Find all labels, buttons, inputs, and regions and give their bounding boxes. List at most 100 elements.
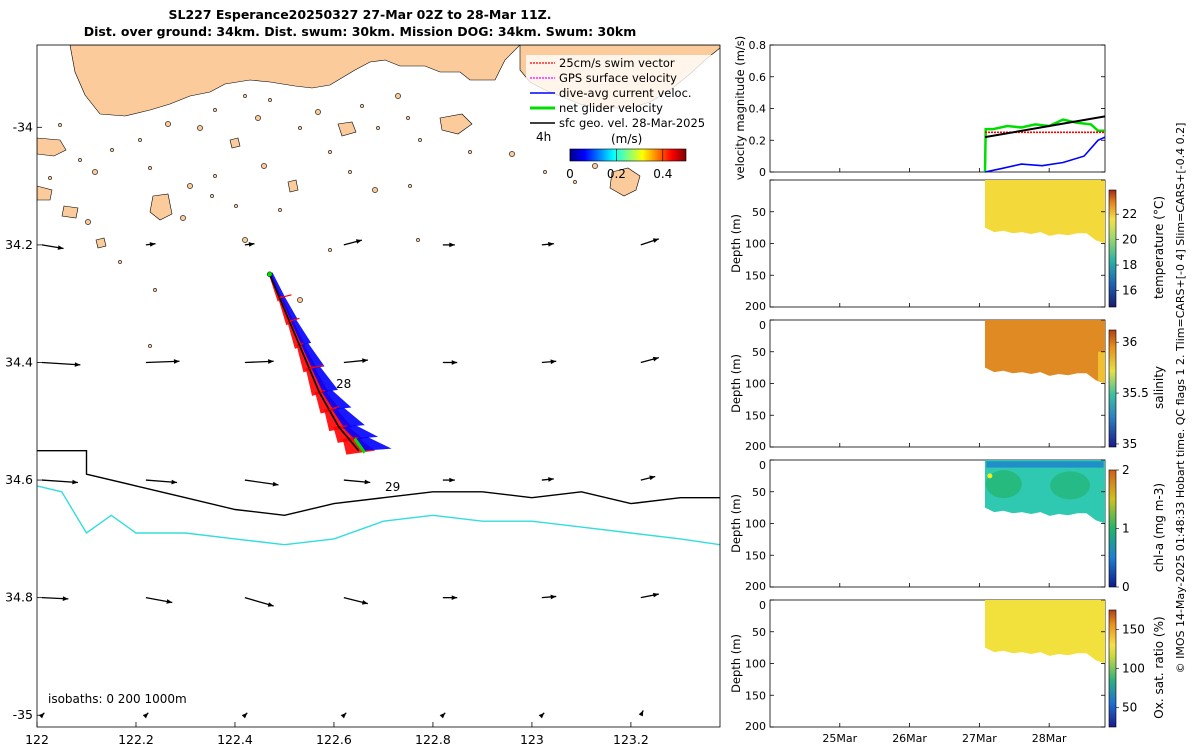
islet bbox=[372, 187, 378, 193]
islet bbox=[165, 121, 171, 127]
surface-vector-arrow bbox=[343, 358, 368, 364]
chl-max-point bbox=[987, 473, 993, 479]
islet bbox=[360, 104, 364, 108]
islet bbox=[242, 237, 248, 243]
map-colorbar-tick-label: 0.4 bbox=[653, 167, 672, 181]
section-data-fill bbox=[984, 600, 1105, 664]
track-line bbox=[268, 273, 360, 452]
surface-vector-arrow bbox=[442, 242, 455, 248]
velocity-ticks: 0 0.2 0.4 0.6 0.8 bbox=[749, 39, 1105, 179]
islets bbox=[48, 93, 598, 348]
islet bbox=[592, 163, 598, 169]
islet bbox=[148, 166, 152, 170]
section-colorbar-tick-label: 0 bbox=[1122, 580, 1130, 594]
section-ytick-label: 100 bbox=[745, 238, 766, 251]
velocity-ytick-label: 0 bbox=[759, 166, 766, 179]
section-colorbar bbox=[1108, 329, 1117, 448]
map-colorbar-tick-label: 0 bbox=[566, 167, 574, 181]
section-xtick-label: 28Mar bbox=[1032, 732, 1067, 745]
islet bbox=[153, 288, 157, 292]
island-mid-e bbox=[229, 137, 241, 149]
island-mid-d bbox=[287, 179, 299, 193]
surface-vector-arrow bbox=[41, 479, 78, 485]
current-vector-band bbox=[270, 272, 285, 298]
surface-vector-arrow bbox=[145, 479, 178, 485]
islet bbox=[118, 260, 122, 264]
map-xtick-label: 122.8 bbox=[415, 732, 451, 747]
section-ytick-label: 50 bbox=[752, 206, 766, 219]
section-colorbar bbox=[1108, 609, 1117, 728]
legend-background bbox=[526, 55, 716, 139]
section-colorbar-label: Ox. sat. ratio (%) bbox=[1152, 616, 1166, 718]
islet bbox=[78, 158, 82, 162]
surface-vector-arrow bbox=[142, 712, 149, 719]
surface-vector-arrow bbox=[41, 361, 81, 367]
island-south bbox=[609, 167, 641, 197]
coastline-land bbox=[69, 45, 521, 117]
velocity-series-line bbox=[984, 136, 1106, 173]
surface-vector-arrow bbox=[541, 477, 554, 482]
islet bbox=[297, 297, 303, 303]
islet bbox=[213, 174, 217, 178]
islet bbox=[328, 248, 332, 252]
section-xtick-label: 27Mar bbox=[962, 732, 997, 745]
islet bbox=[408, 184, 412, 188]
legend-entry-gps: GPS surface velocity bbox=[530, 71, 677, 85]
islet bbox=[315, 109, 321, 115]
surface-vector-arrow bbox=[442, 477, 455, 483]
legend-entry-current: dive-avg current veloc. bbox=[530, 86, 692, 100]
section-colorbar-tick-label: 22 bbox=[1122, 207, 1137, 221]
section-ytick-label: 50 bbox=[752, 626, 766, 639]
swim-vector-tick bbox=[289, 317, 300, 322]
section-colorbar-tick-label: 35 bbox=[1122, 437, 1137, 451]
islet bbox=[255, 115, 261, 121]
islet bbox=[348, 170, 352, 174]
legend-time-label: 4h bbox=[536, 130, 551, 144]
map-colorbar-ticks: 0 0.2 0.4 bbox=[566, 149, 672, 181]
swim-vector-tick bbox=[309, 364, 324, 369]
current-vector-band bbox=[332, 407, 365, 428]
islet bbox=[468, 150, 472, 154]
section-panel-temperature: 50 100 150 200 Depth (m) 16 18 20 22 temperature … bbox=[729, 179, 1166, 313]
map-ytick-label: 34.4 bbox=[5, 354, 33, 369]
islet bbox=[197, 125, 203, 131]
surface-vector-arrow bbox=[640, 356, 659, 364]
islet bbox=[376, 126, 380, 130]
map-colorbar-label: (m/s) bbox=[611, 132, 642, 146]
section-data-fill bbox=[984, 320, 1105, 384]
section-ylabel: Depth (m) bbox=[729, 214, 743, 273]
islet bbox=[278, 208, 282, 212]
island-mid-c bbox=[149, 193, 173, 221]
map-background bbox=[37, 45, 720, 727]
surface-vector-arrow bbox=[640, 238, 660, 246]
section-ytick-label: 0 bbox=[759, 319, 766, 332]
surface-vector-arrow bbox=[638, 710, 644, 717]
islet bbox=[58, 123, 62, 127]
surface-vector-arrow bbox=[244, 597, 274, 607]
map-ytick-label: 34.6 bbox=[5, 472, 33, 487]
section-ylabel: Depth (m) bbox=[729, 634, 743, 693]
islet bbox=[210, 194, 214, 198]
section-colorbar bbox=[1108, 189, 1117, 308]
surface-vector-arrow bbox=[145, 597, 173, 604]
swim-vector-tick bbox=[328, 405, 340, 411]
section-ylabel: Depth (m) bbox=[729, 354, 743, 413]
islet bbox=[418, 138, 422, 142]
legend-entry-net: net glider velocity bbox=[530, 101, 663, 115]
current-vector-band bbox=[342, 425, 379, 439]
track-start bbox=[266, 271, 273, 278]
islet bbox=[406, 116, 410, 120]
map-xtick-label: 122.2 bbox=[118, 732, 154, 747]
map-colorbar-tick-label: 0.2 bbox=[607, 167, 626, 181]
surface-vector-arrow bbox=[343, 597, 369, 605]
section-ytick-label: 100 bbox=[745, 518, 766, 531]
islet bbox=[261, 163, 267, 169]
legend-label-gps: GPS surface velocity bbox=[559, 71, 677, 85]
section-colorbar-label: chl-a (mg m-3) bbox=[1152, 483, 1166, 572]
map-ytick-label: -34 bbox=[13, 119, 33, 134]
section-ytick-label: 200 bbox=[745, 300, 766, 313]
legend-label-sfcgeo: sfc geo. vel. 28-Mar-2025 bbox=[559, 116, 705, 130]
velocity-ylabel: velocity magnitude (m/s) bbox=[733, 36, 747, 181]
surface-vector-arrow bbox=[244, 242, 255, 247]
